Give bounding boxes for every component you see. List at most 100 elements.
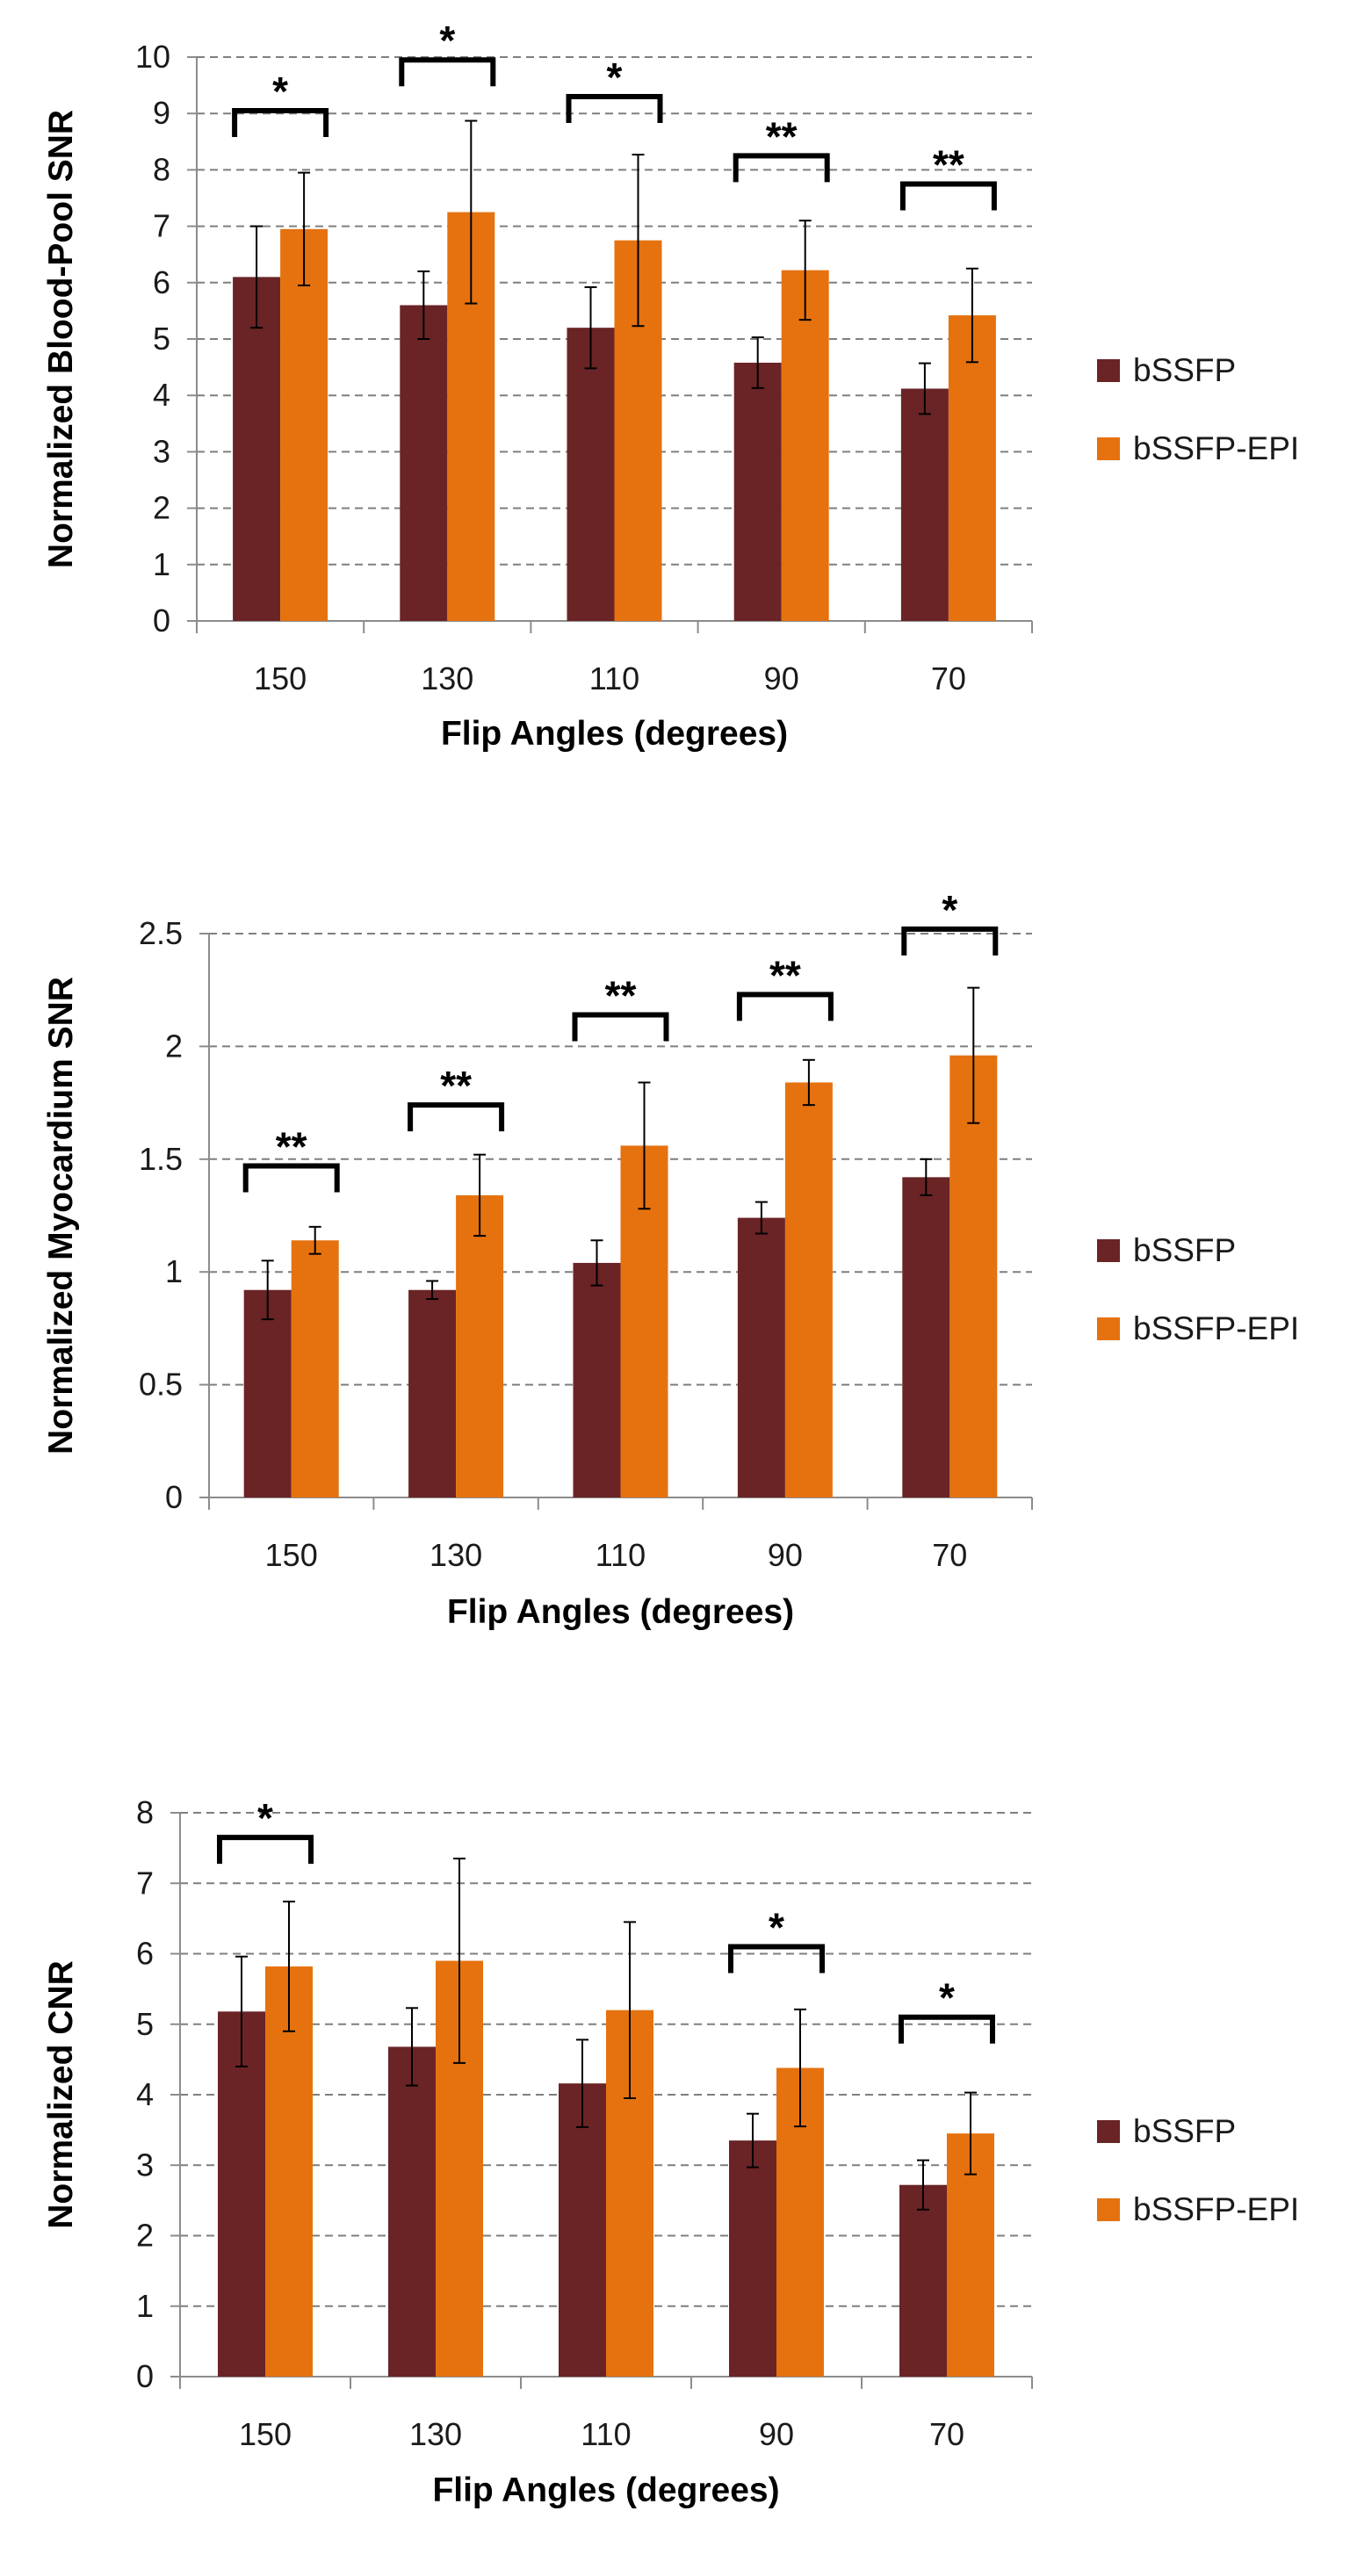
x-tick-label: 150 bbox=[265, 1537, 318, 1573]
legend-swatch-bssfp-epi bbox=[1097, 2198, 1120, 2221]
significance-bracket-line bbox=[728, 1944, 825, 1973]
y-tick-label: 7 bbox=[136, 1865, 154, 1901]
x-tick-label: 150 bbox=[239, 2416, 292, 2452]
y-tick-label: 1 bbox=[136, 2288, 154, 2324]
error-bar bbox=[802, 1058, 815, 1107]
significance-marker: ** bbox=[933, 141, 964, 187]
significance-bracket: ** bbox=[572, 972, 669, 1042]
bar-bssfp-90 bbox=[733, 362, 782, 621]
bar-bssfp-epi-70 bbox=[949, 1055, 998, 1497]
legend: bSSFP bSSFP-EPI bbox=[1097, 352, 1299, 466]
y-tick-label: 7 bbox=[153, 208, 170, 244]
bar-bssfp-150 bbox=[218, 2011, 265, 2377]
significance-marker: * bbox=[272, 69, 288, 114]
bar-bssfp-110 bbox=[573, 1262, 621, 1497]
x-tick-label: 130 bbox=[409, 2416, 462, 2452]
y-tick-label: 2 bbox=[165, 1028, 183, 1064]
y-tick-label: 9 bbox=[153, 95, 170, 131]
y-tick-label: 2 bbox=[136, 2218, 154, 2254]
y-tick-label: 1 bbox=[165, 1253, 183, 1289]
significance-bracket: ** bbox=[899, 141, 997, 211]
error-bar bbox=[453, 1858, 466, 2064]
error-bar bbox=[917, 2159, 929, 2211]
x-tick-label: 70 bbox=[929, 2416, 964, 2452]
legend-swatch-bssfp bbox=[1097, 1239, 1120, 1262]
significance-bracket: * bbox=[399, 18, 496, 87]
significance-bracket-line bbox=[899, 2014, 995, 2044]
x-tick-label: 150 bbox=[254, 660, 307, 696]
significance-marker: ** bbox=[605, 972, 637, 1018]
bar-bssfp-70 bbox=[902, 1177, 950, 1497]
x-tick-label: 70 bbox=[932, 1537, 967, 1573]
significance-marker: * bbox=[607, 54, 623, 100]
y-tick-label: 6 bbox=[136, 1936, 154, 1972]
significance-marker: ** bbox=[766, 113, 798, 159]
error-bar bbox=[426, 1280, 439, 1301]
significance-marker: * bbox=[439, 18, 455, 63]
y-tick-label: 0.5 bbox=[139, 1367, 183, 1403]
error-bar bbox=[298, 171, 311, 287]
significance-bracket: ** bbox=[736, 952, 834, 1021]
legend-label: bSSFP-EPI bbox=[1133, 1310, 1299, 1346]
error-bar bbox=[632, 154, 645, 328]
y-axis-title: Normalized CNR bbox=[42, 1960, 80, 2229]
bar-bssfp-90 bbox=[729, 2140, 776, 2377]
error-bar bbox=[250, 225, 264, 329]
x-tick-label: 110 bbox=[581, 2416, 631, 2452]
bar-bssfp-epi-150 bbox=[265, 1966, 313, 2377]
significance-bracket-line bbox=[566, 93, 663, 123]
error-bar bbox=[576, 2038, 588, 2128]
y-tick-label: 0 bbox=[153, 603, 170, 639]
significance-bracket: * bbox=[901, 887, 999, 956]
y-tick-label: 5 bbox=[153, 321, 170, 357]
bar-bssfp-70 bbox=[899, 2184, 947, 2377]
error-bar bbox=[965, 267, 978, 364]
significance-bracket-line bbox=[399, 57, 496, 87]
x-axis-title: Flip Angles (degrees) bbox=[447, 1593, 794, 1631]
bar-bssfp-epi-90 bbox=[781, 270, 829, 621]
bar-bssfp-130 bbox=[400, 305, 448, 621]
x-tick-label: 130 bbox=[421, 660, 473, 696]
bar-bssfp-epi-70 bbox=[948, 315, 996, 621]
y-tick-label: 6 bbox=[153, 264, 170, 300]
x-tick-label: 90 bbox=[759, 2416, 794, 2452]
significance-bracket-line bbox=[232, 107, 329, 137]
bar-bssfp-150 bbox=[233, 277, 281, 621]
error-bar bbox=[967, 986, 980, 1124]
bar-bssfp-epi-130 bbox=[456, 1194, 504, 1497]
error-bar bbox=[754, 1201, 768, 1235]
significance-bracket: * bbox=[217, 1795, 314, 1865]
error-bar bbox=[920, 1158, 933, 1196]
y-tick-label: 4 bbox=[136, 2076, 154, 2112]
significance-marker: * bbox=[939, 1975, 955, 2021]
y-axis-title: Normalized Myocardium SNR bbox=[42, 977, 80, 1454]
significance-bracket-line bbox=[572, 1012, 669, 1042]
y-tick-label: 1.5 bbox=[139, 1141, 183, 1177]
significance-bracket: * bbox=[566, 54, 663, 123]
error-bar bbox=[624, 1921, 636, 2100]
bar-bssfp-130 bbox=[408, 1289, 457, 1497]
significance-bracket-line bbox=[242, 1163, 340, 1193]
significance-marker: * bbox=[257, 1795, 273, 1841]
legend-swatch-bssfp bbox=[1097, 2120, 1120, 2143]
significance-bracket: * bbox=[728, 1904, 825, 1973]
y-tick-label: 2 bbox=[153, 490, 170, 526]
error-bar bbox=[473, 1153, 487, 1237]
y-tick-label: 2.5 bbox=[139, 915, 183, 951]
bar-bssfp-110 bbox=[559, 2083, 606, 2377]
significance-bracket-line bbox=[736, 992, 834, 1021]
error-bar bbox=[235, 1955, 248, 2067]
y-tick-label: 8 bbox=[136, 1794, 154, 1830]
error-bar bbox=[751, 336, 764, 389]
error-bar bbox=[417, 270, 430, 340]
error-bar bbox=[964, 2091, 977, 2176]
error-bar bbox=[465, 119, 478, 305]
significance-bracket-line bbox=[217, 1835, 314, 1865]
legend: bSSFP bSSFP-EPI bbox=[1097, 2113, 1299, 2227]
bar-bssfp-epi-90 bbox=[784, 1082, 833, 1497]
error-bar bbox=[638, 1081, 651, 1210]
y-tick-label: 10 bbox=[135, 39, 170, 75]
significance-bracket: ** bbox=[242, 1124, 340, 1193]
